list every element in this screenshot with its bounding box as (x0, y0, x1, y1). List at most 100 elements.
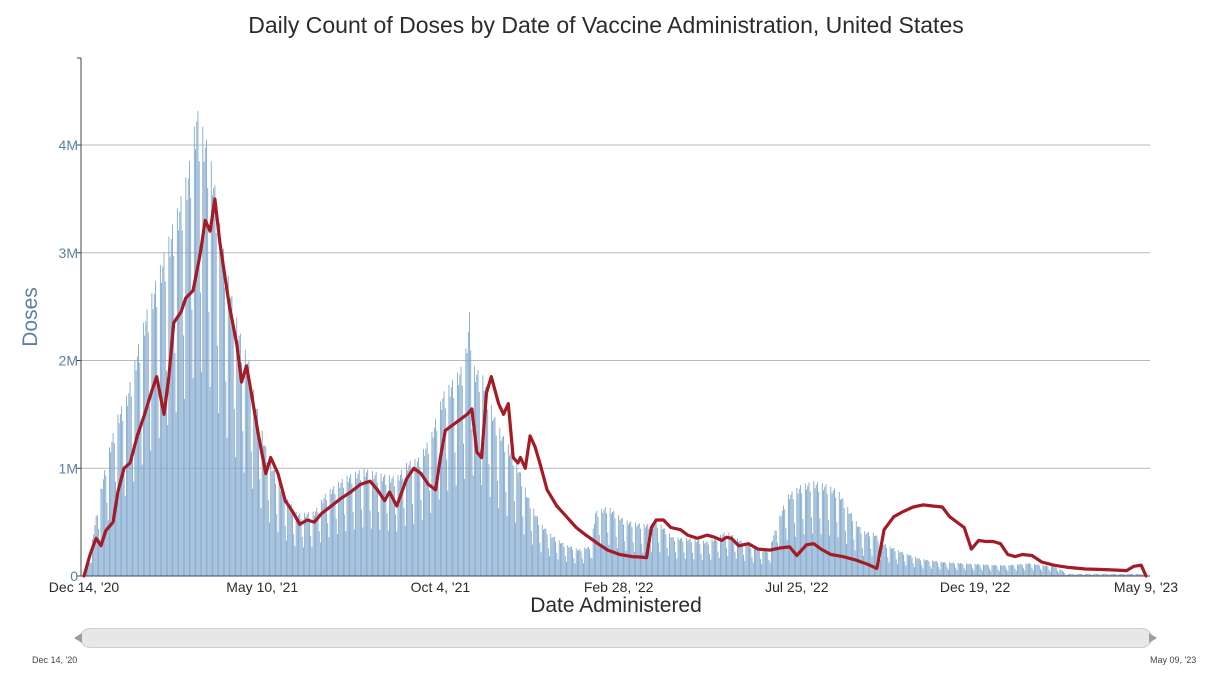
dose-bar (423, 448, 424, 576)
dose-bar (88, 560, 90, 576)
dose-bar (638, 523, 640, 576)
slider-right-handle[interactable] (1149, 633, 1157, 643)
dose-bar (435, 418, 437, 576)
dose-bar (1049, 571, 1051, 576)
dose-bar (1069, 574, 1071, 576)
dose-bar (232, 328, 234, 576)
dose-bar (266, 462, 268, 576)
dose-bar (700, 553, 702, 576)
dose-bar (635, 522, 637, 576)
dose-bar (355, 471, 356, 576)
dose-bar (808, 482, 810, 576)
dose-bar (426, 442, 428, 576)
dose-bar (543, 529, 544, 576)
dose-bar (1019, 564, 1021, 576)
dose-bar (655, 522, 657, 576)
dose-bar (204, 147, 206, 577)
dose-bar (916, 558, 918, 576)
dose-bar (262, 445, 264, 576)
dose-bar (237, 340, 239, 576)
dose-bar (329, 488, 331, 576)
dose-bar (852, 521, 854, 576)
dose-bar (597, 516, 599, 576)
dose-bar (846, 544, 847, 576)
dose-bar (643, 524, 645, 576)
dose-bar (780, 516, 782, 576)
dose-bar (1017, 564, 1018, 576)
dose-bar (357, 473, 359, 576)
dose-bar (914, 567, 915, 576)
dose-bar (535, 515, 537, 576)
dose-bar (586, 547, 588, 576)
dose-bar (415, 466, 417, 576)
dose-bar (463, 443, 464, 576)
dose-bar (897, 564, 898, 576)
dose-bar (328, 537, 330, 576)
dose-bar (300, 519, 302, 576)
dose-bar (1053, 566, 1055, 576)
dose-bar (618, 514, 620, 576)
dose-bar (395, 514, 396, 576)
dose-bar (612, 511, 614, 576)
dose-bar (481, 485, 483, 576)
dose-bar (978, 564, 980, 576)
dose-bar (681, 537, 683, 576)
dose-bar (660, 524, 662, 576)
dose-bar (288, 505, 290, 576)
dose-bar (910, 554, 912, 576)
dose-bar (338, 481, 340, 576)
dose-bar (476, 374, 478, 576)
dose-bar (574, 563, 576, 576)
dose-bar (1123, 574, 1125, 576)
dose-bar (399, 474, 401, 576)
dose-bar (550, 533, 552, 576)
dose-bar (583, 563, 584, 576)
dose-bar (990, 570, 992, 576)
dose-bar (701, 560, 703, 576)
dose-bar (175, 412, 177, 576)
dose-bar (894, 551, 896, 576)
dose-bar (706, 541, 708, 576)
dose-bar (710, 559, 712, 576)
dose-bar (145, 321, 147, 576)
dose-bar (751, 557, 753, 576)
dose-bar (453, 398, 455, 576)
dose-bar (283, 500, 285, 576)
dose-bar (911, 557, 913, 576)
dose-bar (546, 534, 548, 576)
dose-bar (364, 476, 366, 576)
dose-bar (619, 520, 621, 576)
date-range-slider[interactable] (80, 628, 1152, 648)
dose-bar (96, 515, 98, 576)
dose-bar (402, 478, 404, 576)
dose-bar (1063, 571, 1064, 576)
dose-bar (1024, 570, 1026, 576)
dose-bar (575, 548, 577, 576)
dose-bar (858, 526, 860, 576)
dose-bar (487, 409, 489, 576)
dose-bar (821, 483, 823, 576)
dose-bar (166, 370, 167, 576)
dose-bar (627, 524, 629, 576)
dose-bar (676, 558, 678, 576)
slider-left-handle[interactable] (74, 633, 82, 643)
dose-bar (825, 484, 827, 576)
x-tick-label: Dec 14, '20 (49, 579, 120, 595)
dose-bar (530, 530, 532, 576)
dose-bar (436, 430, 438, 576)
dose-bar (589, 549, 590, 576)
dose-bar (322, 503, 324, 576)
dose-bar (562, 542, 564, 576)
dose-bar (558, 540, 560, 576)
dose-bar (313, 515, 315, 576)
dose-bar (712, 541, 714, 576)
dose-bar (315, 511, 316, 576)
dose-bar (380, 473, 382, 576)
x-tick-label: Oct 4, '21 (411, 579, 471, 595)
dose-bar (694, 539, 696, 576)
dose-bar (972, 568, 974, 576)
dose-bar (923, 559, 925, 576)
dose-bar (1051, 566, 1052, 576)
dose-bar (459, 374, 461, 576)
dose-bar (351, 483, 353, 576)
